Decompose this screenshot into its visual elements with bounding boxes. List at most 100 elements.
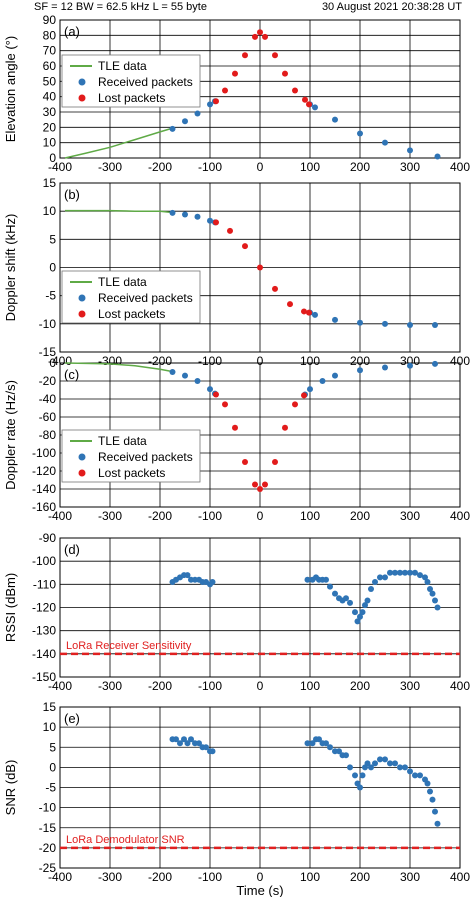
plot-frame	[59, 19, 461, 159]
received-packet-point	[392, 760, 398, 767]
received-packet-point	[323, 740, 329, 747]
received-packet-point	[407, 362, 413, 369]
received-packet-point	[181, 736, 187, 743]
received-packet-point	[368, 585, 374, 592]
y-tick-label: 10	[43, 720, 57, 734]
y-tick-label: -60	[39, 410, 57, 424]
received-packet-point	[424, 579, 431, 586]
y-tick-label: 80	[43, 28, 57, 42]
x-tick-label: -100	[198, 679, 222, 693]
received-packet-point	[177, 740, 183, 747]
x-tick-label: -400	[48, 679, 72, 693]
received-packet-point	[372, 579, 378, 586]
received-packet-point	[188, 736, 194, 743]
plot-frame	[59, 182, 461, 353]
lost-packet-point	[272, 285, 278, 292]
tle-series-line	[64, 128, 171, 159]
lost-packet-point	[252, 33, 258, 40]
received-packet-point	[343, 752, 349, 759]
received-packet-point	[382, 320, 388, 327]
received-packet-point	[312, 104, 318, 111]
received-packet-point	[368, 764, 374, 771]
received-packet-point	[304, 576, 311, 583]
received-packet-point	[434, 153, 441, 160]
y-tick-label: 0	[49, 151, 56, 165]
x-tick-label: -300	[98, 160, 122, 174]
received-packet-point	[362, 602, 368, 609]
received-packet-point	[402, 764, 408, 771]
received-packet-point	[432, 808, 438, 815]
lost-packet-point	[232, 424, 238, 431]
x-tick-label: -100	[198, 870, 222, 884]
tle-series-line	[64, 362, 171, 372]
panel-c-doppler-rate: -400 -300 -200 -100 0 100 200 300 400-160-140-12…	[3, 356, 470, 523]
received-packet-point	[382, 139, 388, 146]
received-packet-point	[357, 130, 363, 137]
lost-packet-point	[272, 52, 278, 59]
y-tick-label: -20	[39, 841, 57, 855]
lost-packet-point	[242, 459, 248, 465]
received-packet-point	[359, 609, 366, 616]
received-packet-point	[209, 579, 216, 586]
received-packet-point	[434, 604, 441, 611]
x-tick-label: 200	[350, 354, 370, 368]
lost-packet-point	[282, 70, 288, 77]
y-tick-label: -15	[39, 821, 57, 835]
received-packet-point	[429, 590, 436, 597]
y-axis-label: SNR (dB)	[3, 760, 18, 816]
legend-label: Lost packets	[98, 466, 165, 480]
received-packet-point	[377, 756, 383, 763]
y-tick-label: -40	[39, 392, 57, 406]
reference-label: LoRa Receiver Sensitivity	[66, 640, 192, 652]
legend-label: Lost packets	[98, 307, 165, 321]
legend-swatch-marker	[78, 78, 86, 86]
x-tick-label: -200	[148, 870, 172, 884]
x-tick-label: 200	[350, 870, 370, 884]
received-packet-point	[182, 211, 188, 218]
received-packet-point	[319, 378, 326, 384]
y-tick-label: 15	[43, 176, 57, 190]
legend-label: Lost packets	[98, 91, 165, 105]
panel-a-elevation: -400 -300 -200 -100 0 100 200 300 40001020304050…	[3, 13, 470, 174]
lost-packet-point	[222, 401, 228, 408]
lost-packet-point	[302, 96, 308, 103]
plot-frame	[59, 362, 461, 508]
x-tick-label: -400	[48, 509, 72, 523]
x-tick-label: -300	[98, 509, 122, 523]
y-tick-label: 50	[43, 74, 57, 88]
y-tick-label: -100	[32, 446, 56, 460]
x-tick-label: -200	[148, 354, 172, 368]
received-packet-point	[169, 209, 176, 216]
legend-swatch-marker	[78, 453, 86, 461]
received-packet-point	[347, 599, 353, 606]
received-packet-point	[332, 116, 338, 123]
x-tick-label: 400	[450, 354, 470, 368]
lost-packet-point	[287, 301, 293, 308]
x-tick-label: -100	[198, 160, 222, 174]
received-packet-point	[196, 740, 202, 747]
y-tick-label: -150	[32, 670, 56, 684]
x-tick-label: 0	[257, 160, 264, 174]
panel-label: (a)	[64, 24, 80, 39]
received-packet-point	[352, 609, 358, 616]
y-tick-label: -90	[39, 531, 57, 545]
received-packet-point	[357, 613, 363, 620]
y-tick-label: -160	[32, 500, 56, 514]
x-tick-label: -300	[98, 870, 122, 884]
received-packet-point	[184, 740, 191, 747]
x-tick-label: 0	[257, 679, 264, 693]
x-tick-label: 400	[450, 679, 470, 693]
x-tick-label: -400	[48, 870, 72, 884]
y-axis-label: RSSI (dBm)	[3, 573, 18, 642]
lost-packet-point	[222, 87, 228, 94]
x-tick-label: 400	[450, 509, 470, 523]
x-tick-label: 300	[400, 870, 420, 884]
received-packet-point	[412, 772, 418, 779]
panel-e-snr: -400 -300 -200 -100 0 100 200 300 400-25-20-15-1…	[3, 700, 470, 897]
received-packet-point	[182, 118, 188, 125]
received-packet-point	[357, 367, 363, 374]
received-packet-point	[357, 784, 363, 791]
received-packet-point	[209, 748, 216, 755]
y-tick-label: -15	[39, 345, 57, 359]
